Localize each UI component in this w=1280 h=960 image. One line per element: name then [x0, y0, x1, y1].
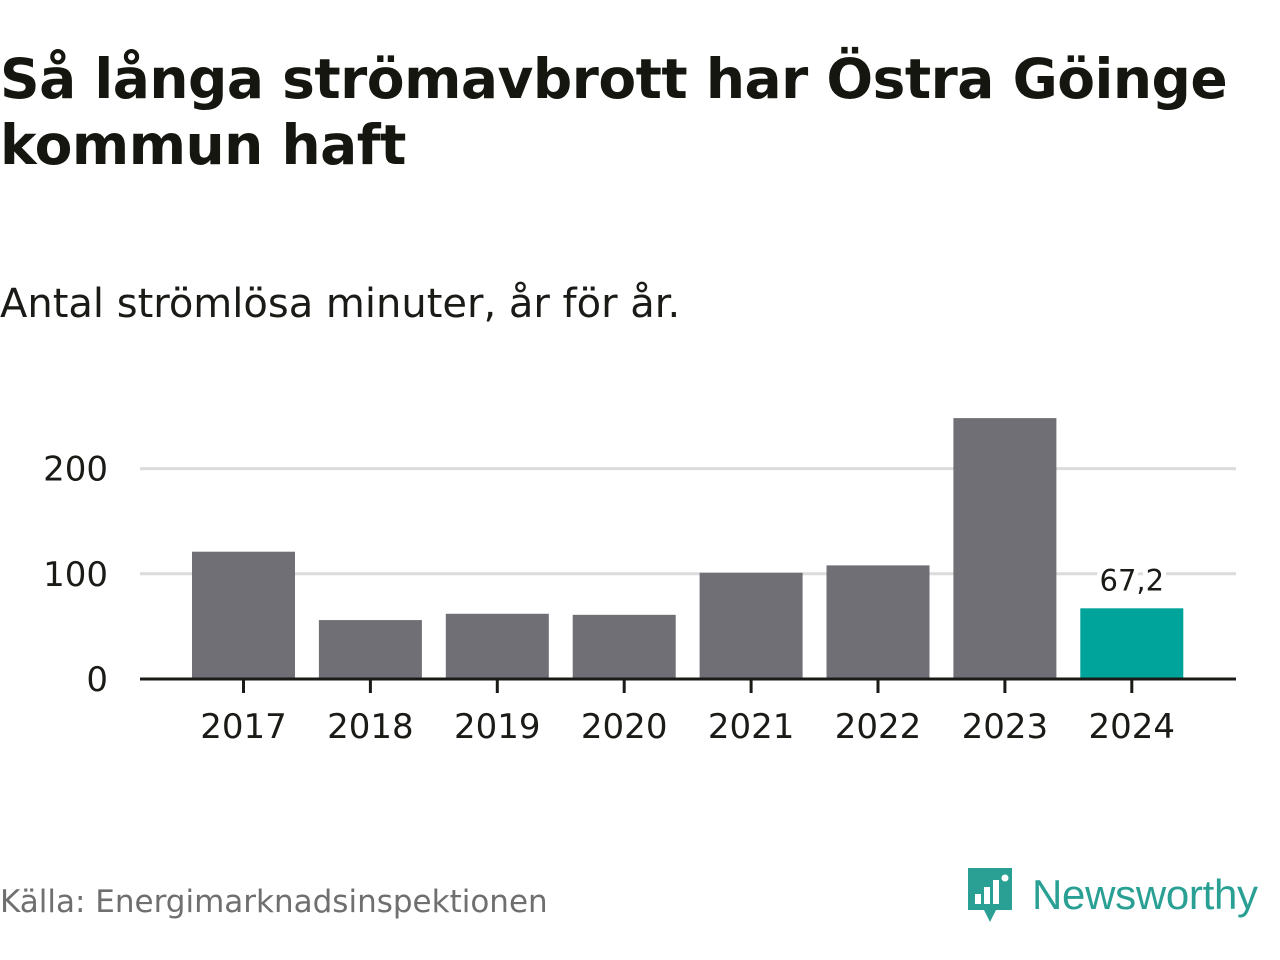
axes	[140, 677, 1236, 693]
data-label-2024: 67,2	[1100, 563, 1165, 597]
source-note: Källa: Energimarknadsinspektionen	[0, 884, 548, 920]
bar-2024	[1080, 608, 1184, 679]
bars	[192, 418, 1184, 679]
bar-2019	[445, 613, 549, 679]
x-tick-label-2017: 2017	[200, 707, 287, 747]
bar-2022	[826, 565, 930, 679]
bar-chart: 0 100 200 2017 2018 2019 2020 2021 2022 2023 2024 6…	[43, 418, 1236, 747]
chart-title: Så långa strömavbrott har Östra Göinge k…	[0, 47, 1228, 177]
gridlines	[140, 467, 1236, 576]
x-tick-label-2024: 2024	[1089, 707, 1176, 747]
x-tick-label-2021: 2021	[708, 707, 795, 747]
chart-subtitle: Antal strömlösa minuter, år för år.	[0, 281, 681, 327]
data-label-halo: 67,2	[1100, 563, 1165, 597]
x-tick-label-2019: 2019	[454, 707, 541, 747]
x-tick-label-2020: 2020	[581, 707, 668, 747]
x-tick-label-2023: 2023	[962, 707, 1049, 747]
x-tick-label-2022: 2022	[835, 707, 922, 747]
bar-2020	[572, 614, 676, 679]
brand-name: Newsworthy	[1032, 871, 1258, 918]
x-tick-label-2018: 2018	[327, 707, 414, 747]
bar-2023	[953, 418, 1057, 679]
brand-logo: Newsworthy	[964, 864, 1258, 926]
labels: 0 100 200 2017 2018 2019 2020 2021 2022 2023 2024 6…	[43, 450, 1175, 747]
newsworthy-logo-icon	[968, 868, 1012, 922]
y-tick-label: 100	[43, 555, 108, 595]
bar-2018	[318, 620, 422, 679]
bar-2021	[699, 572, 803, 679]
y-tick-label: 0	[86, 660, 108, 700]
bar-2017	[192, 551, 295, 679]
y-tick-label: 200	[43, 450, 108, 490]
